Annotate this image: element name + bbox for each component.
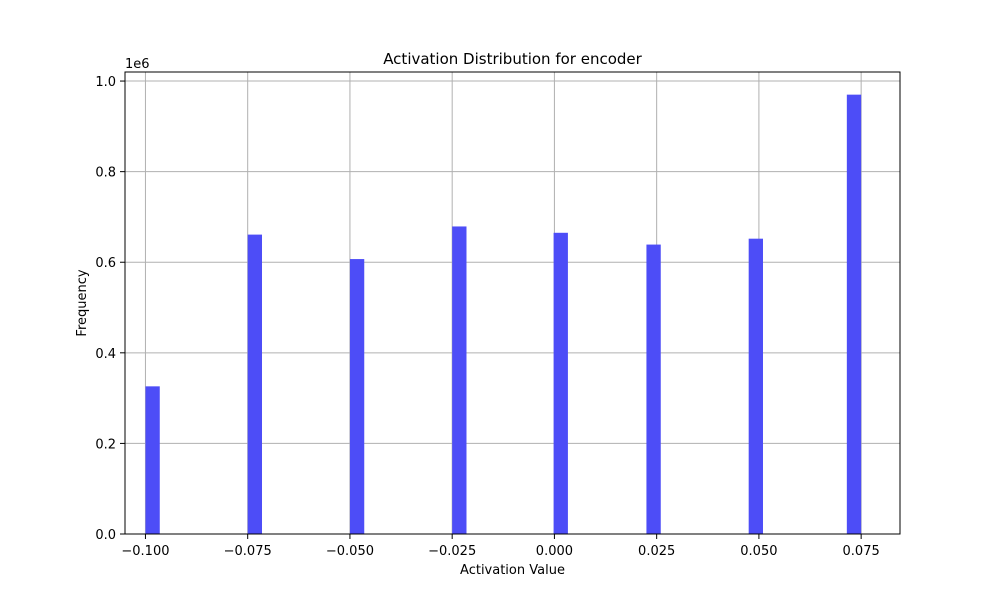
y-tick-label: 0.8 xyxy=(95,166,116,181)
chart-title: Activation Distribution for encoder xyxy=(383,50,642,68)
histogram-bar xyxy=(349,259,365,534)
y-scale-multiplier: 1e6 xyxy=(125,57,150,72)
bars xyxy=(145,94,862,534)
x-tick-label: −0.025 xyxy=(428,544,476,559)
x-axis-label: Activation Value xyxy=(460,563,565,578)
histogram-bar xyxy=(145,386,160,534)
x-tick-label: 0.050 xyxy=(740,544,777,559)
y-tick-label: 1.0 xyxy=(95,75,116,90)
y-axis-label: Frequency xyxy=(75,269,90,336)
histogram-bar xyxy=(646,244,661,534)
x-ticks: −0.100 −0.075 −0.050 −0.025 0.000 0.025 0.050 0… xyxy=(121,534,880,559)
x-tick-label: 0.025 xyxy=(638,544,675,559)
x-tick-label: −0.100 xyxy=(121,544,169,559)
plot-frame xyxy=(124,71,901,535)
x-tick-label: 0.000 xyxy=(536,544,573,559)
histogram-bar xyxy=(748,238,763,534)
x-tick-label: 0.075 xyxy=(843,544,880,559)
histogram-bar xyxy=(452,226,467,534)
histogram-bar xyxy=(846,94,862,534)
y-ticks: 0.0 0.2 0.4 0.6 0.8 1.0 xyxy=(95,75,125,543)
histogram-bar xyxy=(247,234,263,534)
y-tick-label: 0.2 xyxy=(95,437,116,452)
x-tick-label: −0.050 xyxy=(326,544,374,559)
y-tick-label: 0.0 xyxy=(95,528,116,543)
histogram-bar xyxy=(553,232,568,534)
y-tick-label: 0.6 xyxy=(95,256,116,271)
y-tick-label: 0.4 xyxy=(95,347,116,362)
x-tick-label: −0.075 xyxy=(224,544,272,559)
